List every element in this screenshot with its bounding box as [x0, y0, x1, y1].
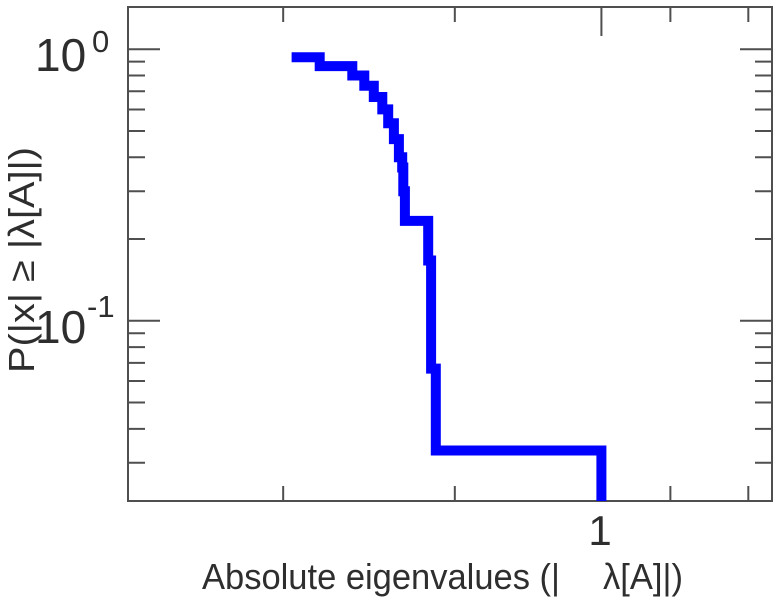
y-axis-title: P(|x| ≥ |λ[A]|)	[1, 147, 42, 373]
y-tick-label-1e0-base: 10	[35, 29, 86, 81]
ccdf-step-curve	[291, 52, 607, 501]
x-axis-title-part2: λ[A]|)	[603, 556, 683, 597]
axis-ticks	[128, 7, 772, 501]
y-tick-label-1e-1-exponent: -1	[87, 289, 115, 324]
x-tick-label-1: 1	[588, 507, 611, 554]
y-tick-label-1e0-exponent: 0	[92, 24, 109, 59]
plot-area-border	[127, 6, 773, 502]
x-axis-title-part1: Absolute eigenvalues (|	[202, 556, 560, 597]
y-tick-label-1e-1-base: 10	[35, 301, 86, 353]
